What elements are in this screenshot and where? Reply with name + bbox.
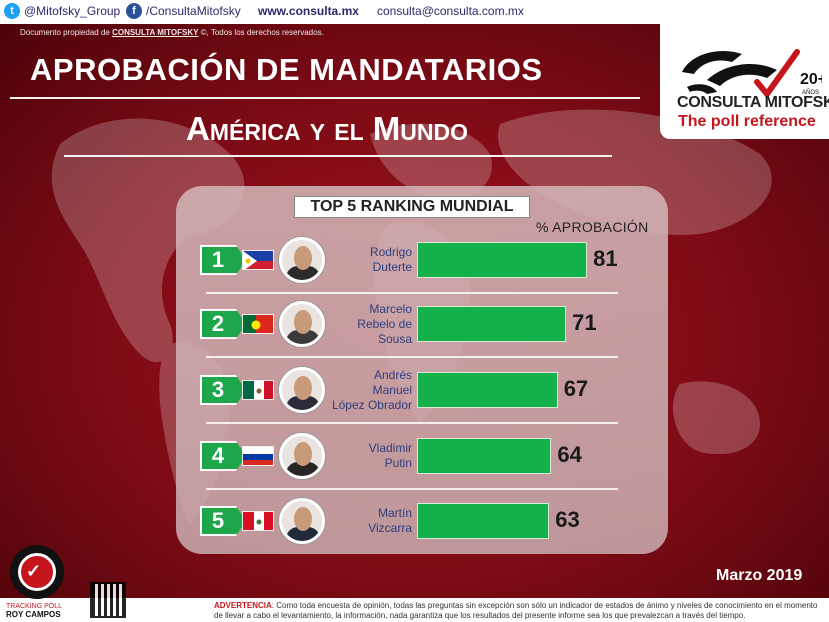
photo-suit xyxy=(286,266,320,280)
footer-bar xyxy=(0,598,829,622)
leader-photo xyxy=(279,498,325,544)
approval-value: 63 xyxy=(555,507,580,532)
photo-suit xyxy=(286,330,320,344)
consulta-mitofsky-logo: 20+ AÑOS CONSULTA MITOFSKY The poll refe… xyxy=(660,24,829,139)
rank-badge-shape xyxy=(200,441,246,471)
leader-name-line: Sousa xyxy=(377,331,412,346)
svg-text:20+: 20+ xyxy=(800,71,822,88)
twitter-link[interactable]: t @Mitofsky_Group xyxy=(4,3,120,19)
subtitle: América y el Mundo xyxy=(186,110,468,147)
subtitle-underline xyxy=(64,155,612,157)
leader-name: Martín Vizcarra xyxy=(318,506,412,536)
svg-text:AÑOS: AÑOS xyxy=(802,89,819,96)
rank-badge: 5 xyxy=(200,506,246,536)
rank-badge: 3 xyxy=(200,375,246,405)
rank-number: 1 xyxy=(211,247,225,272)
approval-bar xyxy=(417,372,558,408)
photo-face xyxy=(294,507,312,531)
tracking-poll-inner xyxy=(18,553,56,591)
rank-badge-shape xyxy=(200,375,246,405)
row-separator xyxy=(206,488,618,490)
main-title: APROBACIÓN DE MANDATARIOS xyxy=(30,52,543,87)
photo-suit xyxy=(286,462,320,476)
approval-bar xyxy=(417,242,588,278)
rank-badge: 2 xyxy=(200,309,246,339)
photo-face xyxy=(294,246,312,270)
tracking-poll-logo: ✓ TRACKING POLL ROY CAMPOS xyxy=(4,545,68,619)
leader-name: Marcelo Rebelo de Sousa xyxy=(318,302,412,347)
rank-badge-shape xyxy=(200,245,246,275)
rank-badge-shape xyxy=(200,309,246,339)
leader-photo xyxy=(279,433,325,479)
portugal-flag xyxy=(242,314,274,334)
leader-name-line: Putin xyxy=(384,456,412,470)
leader-name-line: Manuel xyxy=(372,382,412,397)
rank-number: 5 xyxy=(211,508,225,533)
photo-face xyxy=(294,376,312,400)
row-separator xyxy=(206,422,618,424)
y-axis-label: % APROBACIÓN xyxy=(536,219,649,235)
facebook-link[interactable]: f/ConsultaMitofsky xyxy=(126,3,241,19)
approval-value: 71 xyxy=(572,310,597,335)
photo-suit xyxy=(286,396,320,410)
copyright-notice: Documento propiedad de CONSULTA MITOFSKY… xyxy=(20,28,324,37)
leader-name-line: Rebelo de xyxy=(357,316,412,331)
approval-bar xyxy=(417,438,552,474)
rank-number: 2 xyxy=(211,311,225,336)
rank-number: 4 xyxy=(211,443,225,468)
leader-photo xyxy=(279,367,325,413)
rank-badge-shape xyxy=(200,506,246,536)
rank-number: 3 xyxy=(211,377,225,402)
leader-name-line: Martín xyxy=(377,506,412,520)
leader-name: Vladimir Putin xyxy=(318,441,412,471)
russia-flag xyxy=(242,446,274,466)
leader-name-line: Marcelo xyxy=(369,301,412,316)
row-separator xyxy=(206,292,618,294)
peru-flag xyxy=(242,511,274,531)
approval-bar xyxy=(417,306,567,342)
approval-value: 64 xyxy=(557,442,582,467)
approval-value: 81 xyxy=(593,246,618,271)
date-label: Marzo 2019 xyxy=(716,567,803,584)
philippines-flag xyxy=(242,250,274,270)
check-icon: ✓ xyxy=(26,561,42,581)
logo-emblem-icon: 20+ AÑOS xyxy=(682,49,822,99)
title-underline xyxy=(10,97,640,99)
leader-photo xyxy=(279,237,325,283)
photo-face xyxy=(294,310,312,334)
mexico-flag xyxy=(242,380,274,400)
leader-name-line: Rodrigo xyxy=(369,245,412,259)
leader-name-line: Duterte xyxy=(372,260,412,274)
row-separator xyxy=(206,356,618,358)
approval-value: 67 xyxy=(563,376,589,401)
leader-name-line: Vizcarra xyxy=(368,521,412,535)
qr-code-icon[interactable] xyxy=(90,582,126,618)
leader-name: Andrés Manuel López Obrador xyxy=(318,368,412,413)
leader-name: Rodrigo Duterte xyxy=(318,245,412,275)
disclaimer: ADVERTENCIA: Como toda encuesta de opini… xyxy=(214,601,818,620)
leader-name-line: López Obrador xyxy=(331,397,412,412)
rank-badge: 1 xyxy=(200,245,246,275)
logo-tagline: The poll reference xyxy=(678,113,816,130)
website-link[interactable]: www.consulta.mx xyxy=(258,4,359,18)
leader-photo xyxy=(279,301,325,347)
leader-name-line: Andrés xyxy=(373,367,412,382)
leader-name-line: Vladimir xyxy=(368,441,412,455)
rank-badge: 4 xyxy=(200,441,246,471)
approval-bar xyxy=(417,503,550,539)
email-link[interactable]: consulta@consulta.com.mx xyxy=(377,4,524,18)
photo-face xyxy=(294,442,312,466)
twitter-icon: t xyxy=(4,3,20,19)
chart-title: TOP 5 RANKING MUNDIAL xyxy=(294,196,530,218)
photo-suit xyxy=(286,527,320,541)
facebook-icon: f xyxy=(126,3,142,19)
logo-name: CONSULTA MITOFSKY xyxy=(677,94,829,111)
